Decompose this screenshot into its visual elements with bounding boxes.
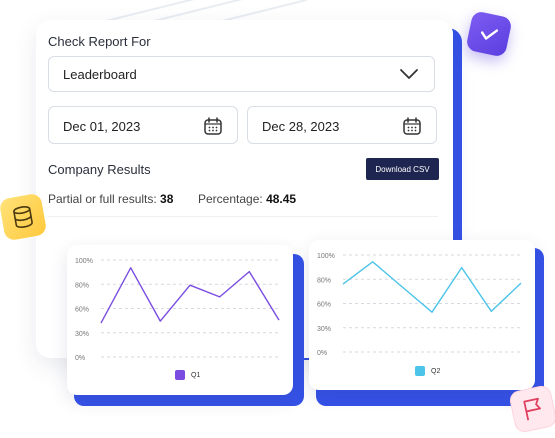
y-tick-label: 80% — [317, 277, 331, 284]
y-tick-label: 80% — [75, 282, 89, 289]
check-icon — [465, 10, 512, 57]
y-tick-label: 0% — [317, 350, 327, 357]
series-line-q1 — [101, 268, 279, 323]
legend-label-q2: Q2 — [431, 368, 440, 375]
flag-icon — [509, 385, 555, 432]
calendar-icon[interactable] — [402, 116, 422, 136]
series-line-q2 — [343, 262, 521, 312]
y-tick-label: 60% — [75, 307, 89, 314]
percentage-label: Percentage: — [198, 192, 263, 206]
y-tick-label: 60% — [317, 302, 331, 309]
report-type-value: Leaderboard — [63, 67, 137, 82]
company-results-title: Company Results — [48, 162, 151, 177]
database-badge — [0, 193, 47, 242]
y-tick-label: 100% — [317, 253, 335, 260]
percentage-stat: Percentage: 48.45 — [198, 192, 296, 206]
y-tick-label: 100% — [75, 258, 93, 265]
partial-results-stat: Partial or full results: 38 — [48, 192, 173, 206]
chart-q2-card: 100% 80% 60% 30% 0% Q2 — [309, 240, 535, 390]
legend-label-q1: Q1 — [191, 372, 200, 379]
calendar-icon[interactable] — [203, 116, 223, 136]
divider — [48, 216, 438, 217]
report-type-select[interactable]: Leaderboard — [48, 56, 435, 92]
chevron-down-icon — [398, 67, 420, 81]
check-report-label: Check Report For — [48, 34, 151, 49]
partial-results-label: Partial or full results: — [48, 192, 157, 206]
database-icon — [0, 193, 47, 242]
end-date-field[interactable]: Dec 28, 2023 — [247, 106, 437, 144]
chart-q1-legend: Q1 — [175, 370, 200, 380]
partial-results-value: 38 — [160, 192, 173, 206]
legend-swatch-q2 — [415, 366, 425, 376]
flag-badge — [508, 384, 555, 434]
end-date-value: Dec 28, 2023 — [262, 119, 339, 134]
legend-swatch-q1 — [175, 370, 185, 380]
chart-q1-card: 100% 80% 60% 30% 0% Q1 — [67, 245, 293, 395]
check-badge — [465, 10, 512, 57]
percentage-value: 48.45 — [266, 192, 296, 206]
chart-q2-legend: Q2 — [415, 366, 440, 376]
download-csv-button[interactable]: Download CSV — [366, 158, 439, 180]
start-date-value: Dec 01, 2023 — [63, 119, 140, 134]
y-tick-label: 30% — [317, 326, 331, 333]
y-tick-label: 30% — [75, 331, 89, 338]
start-date-field[interactable]: Dec 01, 2023 — [48, 106, 238, 144]
y-tick-label: 0% — [75, 355, 85, 362]
